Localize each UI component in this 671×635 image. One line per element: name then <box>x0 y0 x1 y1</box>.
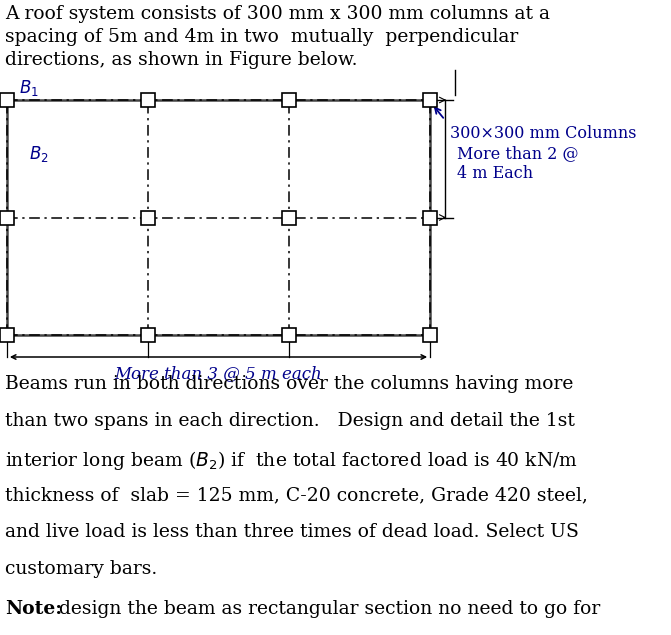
Bar <box>141 93 155 107</box>
Text: 4 m Each: 4 m Each <box>457 165 533 182</box>
Bar <box>282 93 296 107</box>
Text: than two spans in each direction.   Design and detail the 1st: than two spans in each direction. Design… <box>5 412 575 430</box>
Text: Note:: Note: <box>5 600 62 618</box>
Text: More than 2 @: More than 2 @ <box>457 145 578 163</box>
Text: $B_1$: $B_1$ <box>19 78 39 98</box>
Text: More than 3 @ 5 m each: More than 3 @ 5 m each <box>115 365 322 382</box>
Bar <box>141 328 155 342</box>
Text: 300×300 mm Columns: 300×300 mm Columns <box>450 125 637 142</box>
Text: $B_2$: $B_2$ <box>29 144 49 164</box>
Bar <box>423 328 437 342</box>
Bar <box>282 210 296 225</box>
Bar <box>141 210 155 225</box>
Bar <box>0 328 14 342</box>
Text: and live load is less than three times of dead load. Select US: and live load is less than three times o… <box>5 523 579 541</box>
Bar <box>423 210 437 225</box>
Bar <box>0 93 14 107</box>
Text: spacing of 5m and 4m in two  mutually  perpendicular: spacing of 5m and 4m in two mutually per… <box>5 28 518 46</box>
Text: A roof system consists of 300 mm x 300 mm columns at a: A roof system consists of 300 mm x 300 m… <box>5 5 550 23</box>
Text: Beams run in both directions over the columns having more: Beams run in both directions over the co… <box>5 375 574 393</box>
Text: directions, as shown in Figure below.: directions, as shown in Figure below. <box>5 51 358 69</box>
Bar <box>423 93 437 107</box>
Bar <box>0 210 14 225</box>
Text: interior long beam ($B_2$) if  the total factored load is 40 kN/m: interior long beam ($B_2$) if the total … <box>5 449 578 472</box>
Bar <box>282 328 296 342</box>
Text: design the beam as rectangular section no need to go for: design the beam as rectangular section n… <box>53 600 601 618</box>
Text: thickness of  slab = 125 mm, C-20 concrete, Grade 420 steel,: thickness of slab = 125 mm, C-20 concret… <box>5 486 588 504</box>
Text: customary bars.: customary bars. <box>5 560 157 578</box>
